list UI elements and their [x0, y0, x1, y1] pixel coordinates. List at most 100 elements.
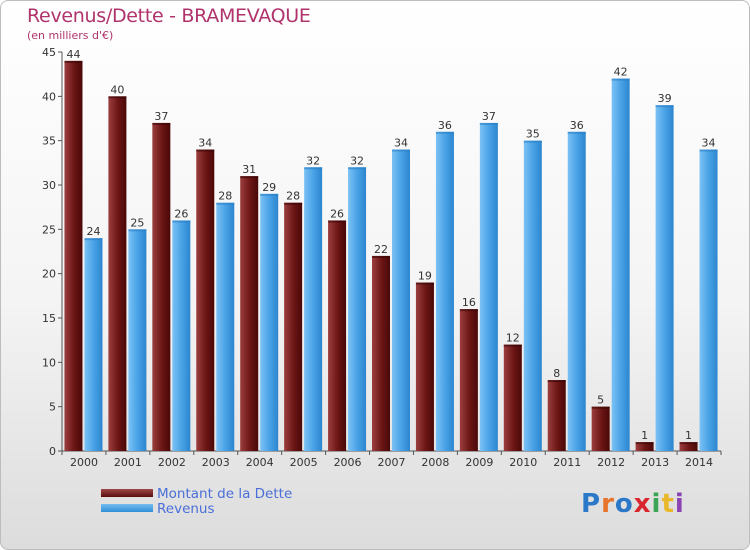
bar-debt — [679, 442, 698, 451]
bar-debt — [328, 220, 347, 451]
bar-revenue-cap — [479, 122, 498, 125]
value-label: 37 — [482, 110, 496, 123]
bar-revenue-cap — [260, 193, 279, 196]
bar-debt-cap — [108, 96, 127, 99]
value-label: 28 — [286, 190, 300, 203]
x-axis: 2000 2001 2002 2003 2004 2005 2006 2007 2008 2009… — [61, 450, 722, 469]
y-tick-label: 40 — [42, 90, 56, 103]
value-label: 36 — [570, 119, 584, 132]
y-tick-label: 0 — [49, 445, 56, 458]
logo-letter: P — [581, 489, 602, 519]
bar-debt-cap — [372, 255, 390, 258]
value-label: 26 — [174, 207, 188, 220]
y-tick-label: 15 — [42, 312, 56, 325]
bar-debt-cap — [503, 344, 522, 347]
bar-revenue — [611, 78, 630, 451]
logo-letter: t — [661, 489, 675, 519]
logo-letter: x — [633, 489, 652, 519]
legend-item-debt: Montant de la Dette — [101, 487, 292, 502]
bar-revenue-cap — [128, 229, 147, 232]
chart-subtitle: (en milliers d'€) — [27, 29, 114, 42]
value-labels: 44 40 37 34 31 28 26 22 19 16 12 8 5 1 1 24 25 26 28 29 32 32… — [66, 48, 715, 442]
x-tick-label: 2001 — [114, 456, 142, 469]
y-tick-label: 30 — [42, 179, 56, 192]
bar-debt-cap — [196, 149, 215, 152]
bar-revenue-cap — [655, 105, 674, 108]
bar-revenue — [479, 122, 498, 451]
legend: Montant de la Dette Revenus — [101, 487, 292, 517]
bar-revenue-cap — [699, 149, 718, 152]
logo-letter: i — [674, 489, 685, 519]
value-label: 32 — [306, 154, 320, 167]
value-label: 28 — [218, 190, 232, 203]
value-label: 24 — [86, 225, 100, 238]
value-label: 19 — [418, 270, 432, 283]
x-tick-label: 2007 — [378, 456, 406, 469]
bar-debt-cap — [64, 60, 83, 63]
y-tick-label: 10 — [42, 356, 56, 369]
y-tick-label: 20 — [42, 268, 56, 281]
legend-label-debt: Montant de la Dette — [157, 486, 293, 502]
bar-revenue-cap — [523, 140, 542, 143]
y-tick-label: 25 — [42, 223, 56, 236]
value-label: 36 — [438, 119, 452, 132]
bar-debt — [240, 176, 259, 451]
bar-debt-cap — [635, 442, 654, 445]
bar-revenue — [523, 140, 542, 451]
bar-revenue — [304, 167, 323, 451]
bar-debt-cap — [152, 122, 171, 125]
bar-revenue-cap — [611, 78, 630, 81]
bar-revenue — [260, 193, 279, 451]
bar-revenue — [216, 202, 235, 451]
bar-revenue-cap — [348, 167, 367, 170]
x-tick-label: 2013 — [641, 456, 669, 469]
bar-debt-cap — [415, 282, 434, 285]
x-tick-label: 2014 — [685, 456, 713, 469]
bar-revenue-cap — [304, 167, 323, 170]
value-label: 44 — [66, 48, 80, 61]
bar-debt-cap — [591, 406, 610, 409]
bar-debt — [108, 96, 127, 451]
bar-revenue — [348, 167, 367, 451]
value-label: 29 — [262, 181, 276, 194]
bar-debt-cap — [547, 380, 566, 383]
value-label: 25 — [130, 216, 144, 229]
legend-swatch-debt — [101, 489, 153, 497]
bar-debt-cap — [284, 202, 303, 205]
y-tick-label: 45 — [42, 46, 56, 59]
legend-swatch-revenue — [101, 504, 153, 512]
bars — [64, 60, 718, 452]
logo-letter: o — [614, 489, 634, 519]
x-tick-label: 2009 — [465, 456, 493, 469]
value-label: 35 — [526, 128, 540, 141]
bar-revenue-cap — [567, 131, 586, 134]
chart-title: Revenus/Dette - BRAMEVAQUE — [27, 5, 311, 27]
proxiti-logo: Proxiti — [581, 489, 685, 519]
bar-revenue-cap — [216, 202, 235, 205]
bar-revenue-cap — [84, 238, 103, 241]
x-tick-label: 2008 — [421, 456, 449, 469]
x-tick-label: 2002 — [158, 456, 186, 469]
legend-item-revenue: Revenus — [101, 502, 292, 517]
bar-debt — [415, 282, 434, 451]
bar-debt — [196, 149, 215, 452]
value-label: 42 — [614, 66, 628, 79]
bar-debt — [284, 202, 303, 451]
value-label: 26 — [330, 207, 344, 220]
value-label: 37 — [154, 110, 168, 123]
value-label: 1 — [685, 429, 692, 442]
bar-revenue — [172, 220, 191, 451]
value-label: 22 — [374, 243, 388, 256]
legend-label-revenue: Revenus — [157, 501, 215, 517]
y-tick-label: 5 — [49, 401, 56, 414]
x-tick-label: 2012 — [597, 456, 625, 469]
bar-revenue-cap — [392, 149, 410, 152]
bar-revenue-cap — [435, 131, 454, 134]
bar-debt — [459, 309, 478, 451]
bar-revenue-cap — [172, 220, 191, 223]
bar-debt — [64, 60, 83, 451]
value-label: 16 — [462, 296, 476, 309]
value-label: 39 — [658, 92, 672, 105]
